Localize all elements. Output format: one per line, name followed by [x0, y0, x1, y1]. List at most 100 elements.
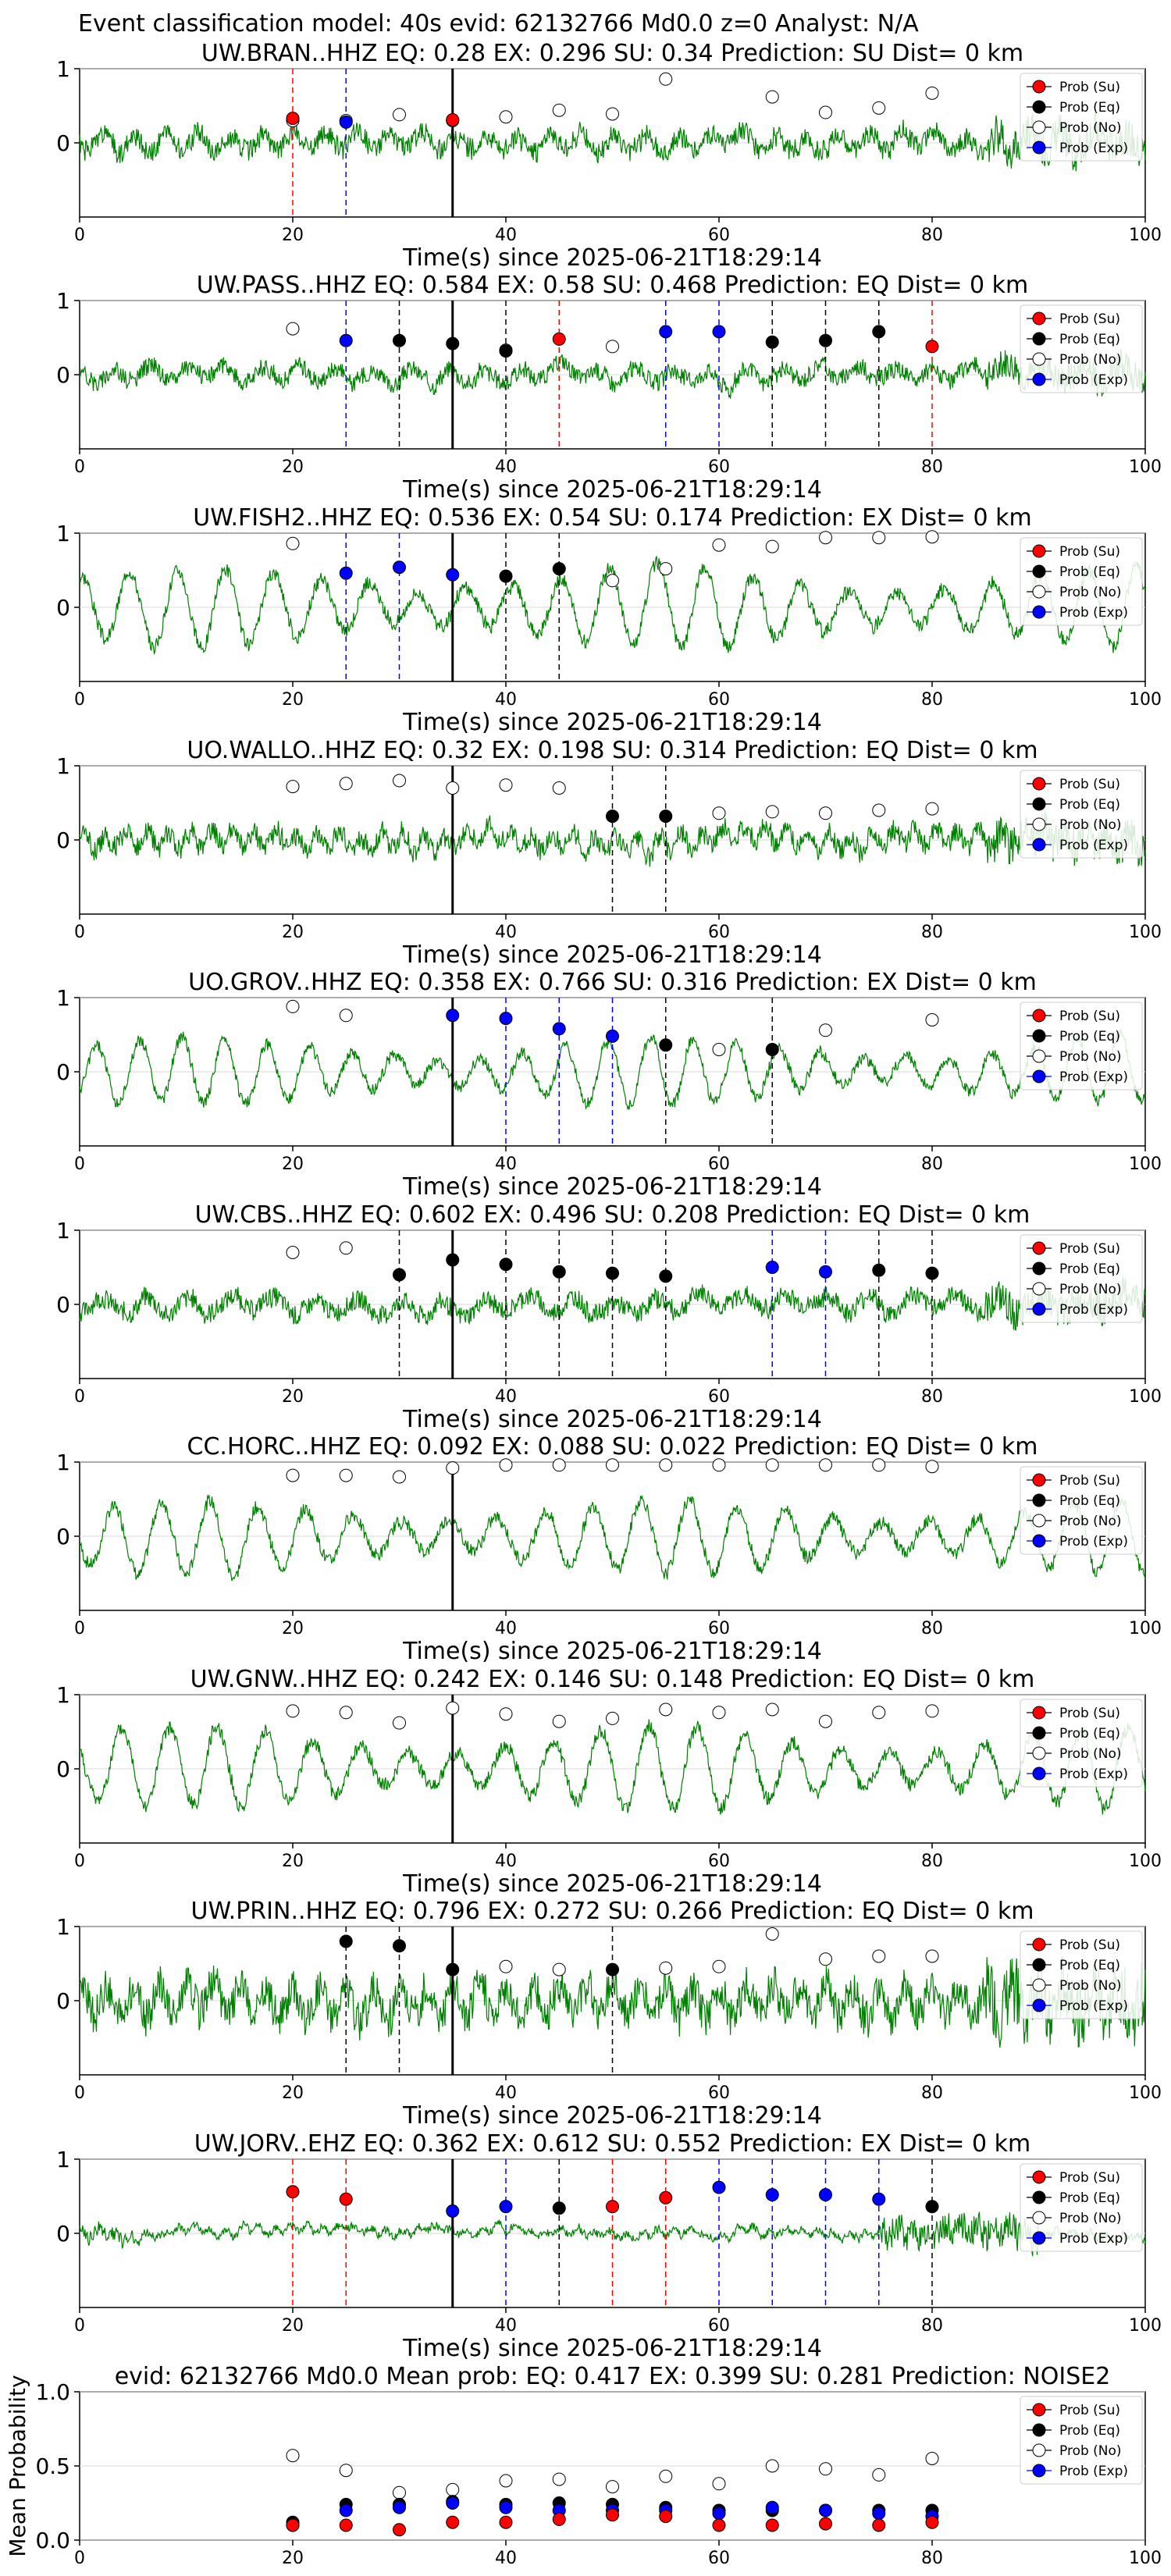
- legend-marker: [1032, 1241, 1046, 1255]
- y-tick-label: 1: [56, 1682, 70, 1708]
- prob-eq-point: [659, 1038, 673, 1052]
- chart-panel: UO.WALLO..HHZ EQ: 0.32 EX: 0.198 SU: 0.3…: [56, 737, 1162, 969]
- x-tick-label: 40: [495, 923, 517, 942]
- legend-marker: [1032, 1937, 1046, 1952]
- x-tick-label: 40: [495, 2316, 517, 2336]
- prob-no-point: [659, 562, 673, 576]
- panel-title: UO.WALLO..HHZ EQ: 0.32 EX: 0.198 SU: 0.3…: [187, 737, 1038, 764]
- x-axis-label: Time(s) since 2025-06-21T18:29:14: [402, 1173, 822, 1201]
- x-tick-label: 60: [708, 1619, 730, 1638]
- legend-label: Prob (Exp): [1059, 1767, 1128, 1782]
- waveform-trace: [79, 112, 1146, 172]
- legend-marker: [1032, 2211, 1046, 2225]
- prob-no-point: [446, 781, 460, 795]
- legend-box: [1020, 73, 1143, 162]
- prob-eq-point: [499, 1258, 513, 1272]
- prob-no-point: [659, 1458, 673, 1472]
- prob-no-point: [819, 531, 832, 545]
- legend-box: [1020, 1930, 1143, 2019]
- mean-prob-point: [393, 2485, 406, 2500]
- prob-su-point: [925, 340, 939, 354]
- x-tick-label: 0: [74, 2549, 85, 2568]
- legend-label: Prob (No): [1059, 120, 1122, 136]
- prob-no-point: [393, 1470, 406, 1484]
- x-tick-label: 20: [282, 226, 304, 245]
- prob-exp-point: [659, 325, 673, 339]
- prob-eq-point: [925, 1266, 939, 1280]
- y-tick-label: 0: [56, 2221, 70, 2247]
- y-tick-label: 1: [56, 985, 70, 1011]
- panel-title: UO.GROV..HHZ EQ: 0.358 EX: 0.766 SU: 0.3…: [188, 969, 1037, 996]
- y-tick-label: 1: [56, 56, 70, 82]
- x-tick-label: 20: [282, 1852, 304, 1871]
- y-tick-label: 0: [56, 130, 70, 156]
- prob-su-point: [446, 113, 460, 127]
- y-tick-label: 0: [56, 1292, 70, 1318]
- panel-title: evid: 62132766 Md0.0 Mean prob: EQ: 0.41…: [115, 2363, 1111, 2390]
- legend-label: Prob (Eq): [1059, 2423, 1120, 2439]
- prob-exp-point: [872, 2192, 886, 2206]
- waveform-trace: [79, 1494, 1146, 1582]
- prob-no-point: [446, 1701, 460, 1715]
- prob-no-point: [606, 107, 619, 121]
- prob-eq-point: [446, 1962, 460, 1976]
- x-tick-label: 20: [282, 2549, 304, 2568]
- legend-marker: [1032, 544, 1046, 558]
- x-axis-label: Time(s) since 2025-06-21T18:29:14: [402, 244, 822, 272]
- mean-prob-point: [872, 2507, 886, 2521]
- legend-label: Prob (Exp): [1059, 1998, 1128, 2014]
- panel-title: UW.JORV..EHZ EQ: 0.362 EX: 0.612 SU: 0.5…: [194, 2130, 1030, 2158]
- prob-no-point: [339, 1706, 353, 1720]
- legend-marker: [1032, 1534, 1046, 1548]
- legend-label: Prob (Eq): [1059, 1726, 1120, 1742]
- chart-panel: UW.FISH2..HHZ EQ: 0.536 EX: 0.54 SU: 0.1…: [56, 504, 1162, 736]
- mean-prob-point: [499, 2515, 513, 2529]
- prob-su-point: [552, 332, 566, 346]
- chart-panel: UW.JORV..EHZ EQ: 0.362 EX: 0.612 SU: 0.5…: [56, 2130, 1162, 2362]
- prob-no-point: [393, 774, 406, 788]
- x-tick-label: 40: [495, 457, 517, 477]
- chart-panel: CC.HORC..HHZ EQ: 0.092 EX: 0.088 SU: 0.0…: [56, 1433, 1162, 1665]
- mean-prob-point: [765, 2518, 779, 2532]
- chart-panel: UW.GNW..HHZ EQ: 0.242 EX: 0.146 SU: 0.14…: [56, 1666, 1162, 1898]
- prob-no-point: [606, 1711, 619, 1725]
- legend-label: Prob (No): [1059, 1978, 1122, 1994]
- x-tick-label: 0: [74, 2083, 85, 2103]
- prob-no-point: [925, 86, 939, 100]
- y-axis-label: Mean Probability: [5, 2375, 30, 2556]
- prob-su-point: [339, 2192, 353, 2206]
- waveform-trace: [79, 1719, 1146, 1815]
- prob-no-point: [712, 1706, 726, 1720]
- x-tick-label: 60: [708, 2549, 730, 2568]
- prob-no-point: [286, 780, 300, 794]
- legend-marker: [1032, 2190, 1046, 2204]
- legend-label: Prob (Exp): [1059, 372, 1128, 388]
- legend-label: Prob (Exp): [1059, 605, 1128, 621]
- mean-prob-point: [446, 2496, 460, 2510]
- prob-eq-point: [552, 562, 566, 576]
- legend-label: Prob (Eq): [1059, 100, 1120, 116]
- prob-exp-point: [339, 115, 353, 129]
- x-tick-label: 60: [708, 2083, 730, 2103]
- prob-no-point: [872, 803, 886, 817]
- prob-su-point: [286, 2185, 300, 2199]
- prob-no-point: [339, 1241, 353, 1255]
- prob-su-point: [659, 2190, 673, 2204]
- prob-eq-point: [606, 1266, 619, 1280]
- prob-no-point: [872, 1949, 886, 1963]
- legend-marker: [1032, 141, 1046, 155]
- panel-title: UW.GNW..HHZ EQ: 0.242 EX: 0.146 SU: 0.14…: [190, 1666, 1035, 1693]
- prob-no-point: [765, 539, 779, 553]
- legend-label: Prob (Eq): [1059, 564, 1120, 580]
- x-tick-label: 100: [1129, 1619, 1162, 1638]
- waveform-trace: [79, 2211, 1146, 2257]
- legend-label: Prob (Exp): [1059, 2231, 1128, 2247]
- legend-marker: [1032, 1302, 1046, 1316]
- legend-label: Prob (Eq): [1059, 332, 1120, 347]
- prob-no-point: [286, 999, 300, 1013]
- x-tick-label: 100: [1129, 1155, 1162, 1174]
- legend-label: Prob (Su): [1059, 1241, 1120, 1257]
- legend-label: Prob (Eq): [1059, 2190, 1120, 2206]
- x-tick-label: 40: [495, 1387, 517, 1407]
- prob-eq-point: [872, 325, 886, 339]
